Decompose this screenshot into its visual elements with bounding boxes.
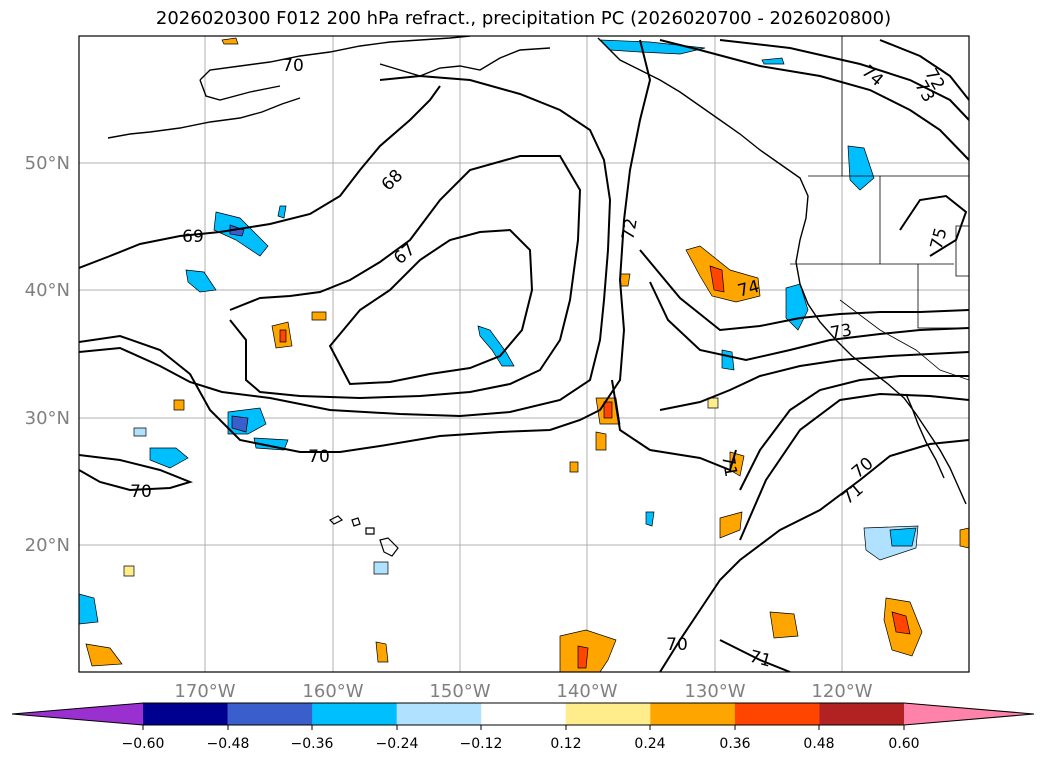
colorbar-label-9: 0.60 (888, 736, 919, 752)
colorbar-swatch (227, 703, 313, 725)
map-frame (78, 35, 970, 673)
colorbar-swatch (396, 703, 482, 725)
hawaiian-islands (328, 515, 399, 557)
colorbar-extend-max (904, 703, 1034, 725)
lon-label-160w: 160°W (302, 681, 363, 702)
map-title: 2026020300 F012 200 hPa refract., precip… (155, 8, 892, 29)
colorbar-swatches (12, 703, 1034, 725)
refractivity-contours (79, 39, 969, 672)
colorbar-label-4: −0.12 (460, 736, 503, 752)
colorbar-swatch (481, 703, 567, 725)
contour-label-73-coast: 73 (829, 320, 854, 343)
colorbar-swatch (312, 703, 398, 725)
colorbar-tick-labels: −0.60 −0.48 −0.36 −0.24 −0.12 0.12 0.24 … (122, 736, 920, 752)
map-panel: 70 69 68 67 72 74 72 73 74 73 75 70 70 7… (78, 35, 970, 673)
colorbar-swatch (143, 703, 229, 725)
longitude-labels: 170°W 160°W 150°W 140°W 130°W 120°W (174, 681, 872, 702)
contour-label-70-south: 70 (666, 635, 688, 655)
colorbar-label-7: 0.36 (719, 736, 750, 752)
lat-label-20n: 20°N (25, 535, 70, 556)
contour-label-70-mid: 70 (308, 447, 330, 467)
contour-label-69: 69 (182, 227, 204, 247)
colorbar-label-6: 0.24 (634, 736, 665, 752)
contour-label-71-mid: 71 (717, 454, 740, 479)
colorbar-swatch (650, 703, 736, 725)
colorbar-label-3: −0.24 (376, 736, 419, 752)
colorbar-label-1: −0.48 (207, 736, 250, 752)
latitude-labels: 50°N 40°N 30°N 20°N (25, 153, 70, 556)
precipitation-shading (79, 37, 969, 672)
colorbar-swatch (734, 703, 820, 725)
colorbar-extend-min (12, 703, 143, 725)
colorbar-swatch (565, 703, 651, 725)
colorbar-label-0: −0.60 (122, 736, 165, 752)
lon-label-150w: 150°W (429, 681, 490, 702)
coastlines (107, 36, 967, 505)
colorbar-tick-marks (142, 725, 905, 730)
contour-label-72-center: 72 (618, 217, 641, 242)
contour-label-70-north: 70 (282, 56, 304, 76)
colorbar-swatch (819, 703, 905, 725)
colorbar-label-5: 0.12 (550, 736, 581, 752)
lon-label-120w: 120°W (811, 681, 872, 702)
lon-label-170w: 170°W (174, 681, 235, 702)
lon-label-140w: 140°W (556, 681, 617, 702)
lat-label-30n: 30°N (25, 408, 70, 429)
colorbar: −0.60 −0.48 −0.36 −0.24 −0.12 0.12 0.24 … (11, 702, 1035, 752)
lon-label-130w: 130°W (684, 681, 745, 702)
colorbar-label-2: −0.36 (291, 736, 334, 752)
lat-label-50n: 50°N (25, 153, 70, 174)
colorbar-label-8: 0.48 (803, 736, 834, 752)
contour-label-70-west: 70 (130, 482, 152, 502)
lat-label-40n: 40°N (25, 280, 70, 301)
